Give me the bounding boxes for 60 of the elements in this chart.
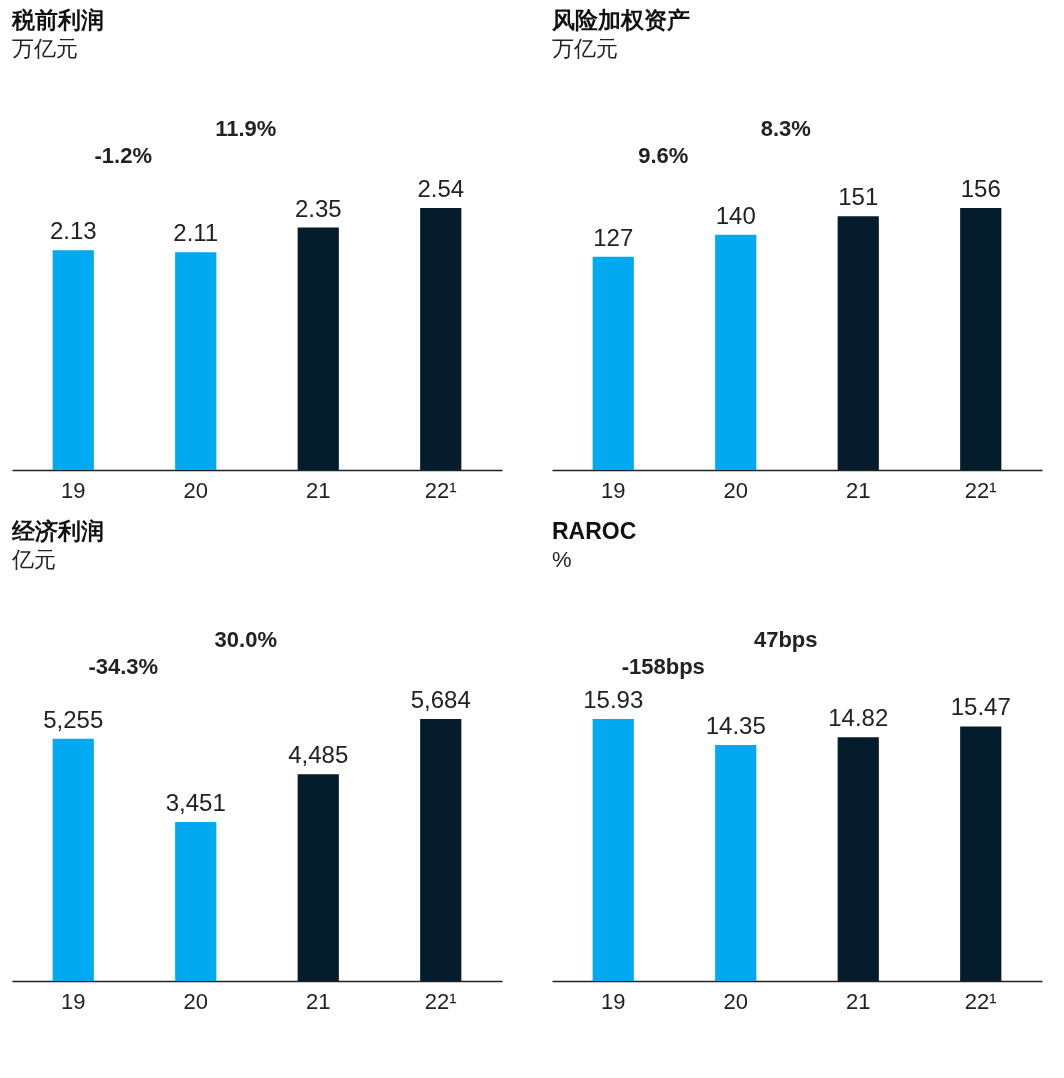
chart-subtitle: % (552, 547, 572, 572)
chart-subtitle: 万亿元 (12, 36, 78, 61)
data-label: 15.47 (950, 693, 1011, 721)
x-tick-label: 21 (846, 477, 871, 503)
data-label: 156 (960, 174, 1001, 202)
x-tick-label: 22¹ (424, 988, 457, 1014)
x-tick-label: 22¹ (964, 477, 997, 503)
x-tick-label: 20 (723, 477, 748, 503)
bar (960, 726, 1002, 981)
x-tick-label: 19 (61, 477, 86, 503)
x-tick-label: 19 (601, 477, 626, 503)
chart-subtitle: 亿元 (11, 547, 56, 572)
text: -34.3% (88, 653, 159, 679)
text: 11.9% (215, 116, 277, 142)
bar (297, 774, 339, 981)
text: 30.0% (214, 627, 277, 653)
chart-subtitle: 万亿元 (552, 36, 618, 61)
chart-title: RAROC (552, 518, 637, 544)
bar (420, 718, 462, 981)
data-label: 3,451 (165, 788, 226, 816)
bar (715, 234, 757, 470)
x-tick-label: 20 (723, 988, 748, 1014)
bar (592, 718, 634, 981)
x-tick-label: 19 (601, 988, 626, 1014)
text: -158bps (621, 653, 705, 679)
data-label: 2.54 (417, 174, 465, 202)
x-tick-label: 21 (306, 477, 331, 503)
data-label: 5,684 (410, 685, 471, 713)
data-label: 15.93 (583, 685, 644, 713)
bar (175, 821, 217, 981)
x-tick-label: 19 (61, 988, 86, 1014)
bar (837, 737, 879, 981)
bar (592, 256, 634, 470)
text: 47bps (753, 627, 818, 653)
x-tick-label: 22¹ (424, 477, 457, 503)
x-tick-label: 21 (306, 988, 331, 1014)
chart-title: 经济利润 (11, 518, 104, 544)
data-label: 2.35 (294, 194, 342, 222)
bar (960, 207, 1002, 470)
bar (837, 216, 879, 470)
data-label: 140 (715, 201, 756, 229)
text: 8.3% (760, 116, 811, 142)
data-label: 2.11 (173, 219, 219, 247)
data-label: 2.13 (49, 217, 97, 245)
x-tick-label: 20 (183, 988, 208, 1014)
data-label: 14.82 (828, 704, 889, 732)
bar (715, 744, 757, 981)
data-label: 4,485 (288, 741, 349, 769)
data-label: 14.35 (705, 711, 766, 739)
data-label: 151 (838, 183, 879, 211)
x-tick-label: 20 (183, 477, 208, 503)
bar (52, 738, 94, 981)
chart-title: 税前利润 (11, 7, 104, 33)
x-tick-label: 21 (846, 988, 871, 1014)
data-label: 127 (593, 223, 634, 251)
data-label: 5,255 (43, 705, 104, 733)
x-tick-label: 22¹ (964, 988, 997, 1014)
text: -1.2% (94, 142, 152, 168)
text: 9.6% (638, 142, 689, 168)
chart-title: 风险加权资产 (551, 7, 690, 33)
